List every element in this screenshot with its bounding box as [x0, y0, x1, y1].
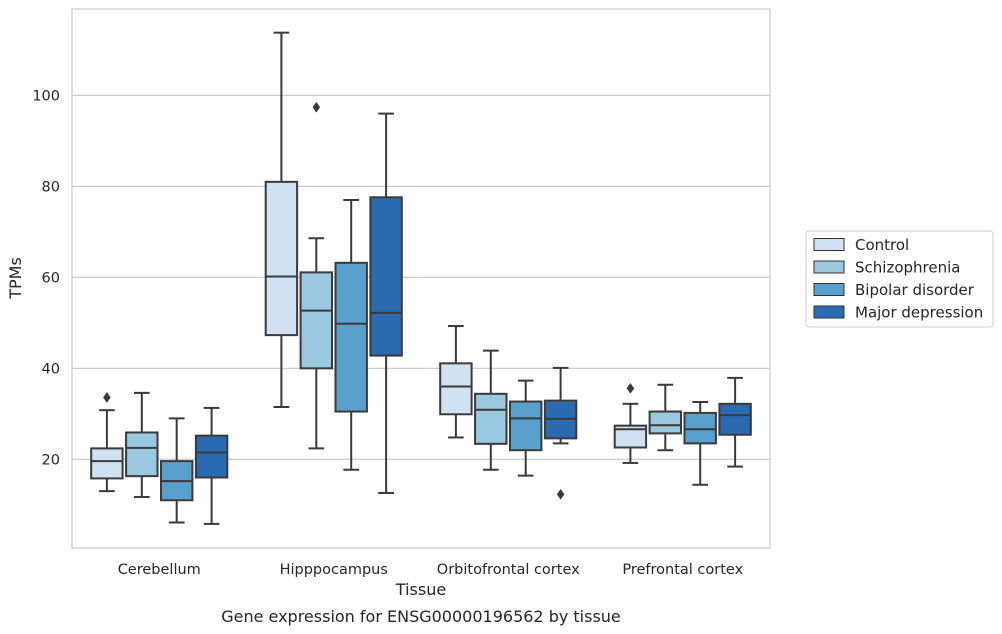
box-0-3	[194, 406, 229, 525]
y-tick-label: 80	[42, 179, 60, 195]
legend: Control Schizophrenia Bipolar disorder Majo…	[805, 230, 994, 328]
box-2-1	[474, 349, 508, 471]
iqr-box	[439, 362, 473, 416]
box-3-1	[648, 383, 683, 452]
legend-label: Schizophrenia	[855, 259, 960, 277]
legend-item: Major depression	[813, 304, 983, 322]
boxes	[90, 31, 752, 525]
y-tick-label: 60	[42, 270, 60, 286]
box-1-1	[299, 101, 334, 450]
legend-item: Bipolar disorder	[813, 281, 975, 299]
x-tick-label: Hipppocampus	[280, 562, 388, 578]
box-1-2	[334, 199, 368, 471]
iqr-box	[474, 392, 508, 445]
x-axis-label: Tissue	[395, 580, 446, 599]
outlier-point	[312, 101, 321, 113]
x-tick-label: Prefrontal cortex	[622, 562, 743, 578]
iqr-box	[508, 400, 543, 452]
outlier-point	[626, 382, 635, 394]
y-tick-label: 20	[42, 452, 60, 468]
box-2-0	[439, 325, 473, 439]
plot-frame	[71, 8, 771, 549]
legend-swatch	[813, 283, 845, 296]
box-2-3	[543, 366, 578, 500]
outlier-point	[556, 488, 565, 500]
legend-item: Control	[813, 236, 909, 254]
chart-caption: Gene expression for ENSG00000196562 by t…	[221, 607, 621, 626]
legend-items: Control Schizophrenia Bipolar disorder Majo…	[813, 236, 983, 322]
iqr-box	[334, 261, 368, 413]
iqr-box	[90, 447, 124, 480]
iqr-box	[299, 271, 334, 370]
grid-lines	[72, 94, 770, 460]
box-3-0	[613, 382, 648, 464]
iqr-box	[194, 434, 229, 479]
iqr-box	[369, 196, 403, 357]
y-tick-label: 40	[42, 361, 60, 377]
legend-label: Bipolar disorder	[855, 281, 975, 299]
iqr-box	[125, 431, 159, 478]
legend-frame	[805, 230, 994, 328]
box-0-0	[90, 392, 124, 493]
y-axis-ticks: 20 40 60 80 100	[32, 88, 60, 468]
outlier-point	[103, 392, 111, 403]
y-axis-label: TPMs	[6, 257, 25, 300]
box-0-2	[159, 417, 194, 524]
legend-label: Major depression	[855, 304, 983, 322]
legend-swatch	[813, 238, 845, 251]
iqr-box	[648, 410, 683, 435]
legend-label: Control	[855, 236, 909, 254]
x-axis-ticks: Cerebellum Hipppocampus Orbitofrontal cort…	[118, 562, 744, 578]
iqr-box	[264, 180, 299, 337]
y-tick-label: 100	[32, 88, 60, 104]
box-2-2	[508, 379, 543, 477]
box-3-3	[718, 376, 752, 468]
x-tick-label: Cerebellum	[118, 562, 201, 578]
box-1-0	[264, 31, 299, 408]
x-tick-label: Orbitofrontal cortex	[437, 562, 580, 578]
legend-swatch	[813, 305, 845, 319]
box-0-1	[125, 391, 159, 499]
iqr-box	[718, 402, 752, 436]
legend-item: Schizophrenia	[813, 259, 960, 277]
iqr-box	[613, 424, 648, 449]
box-3-2	[683, 400, 717, 486]
iqr-box	[683, 411, 717, 445]
box-1-3	[369, 112, 403, 494]
legend-swatch	[813, 260, 845, 274]
